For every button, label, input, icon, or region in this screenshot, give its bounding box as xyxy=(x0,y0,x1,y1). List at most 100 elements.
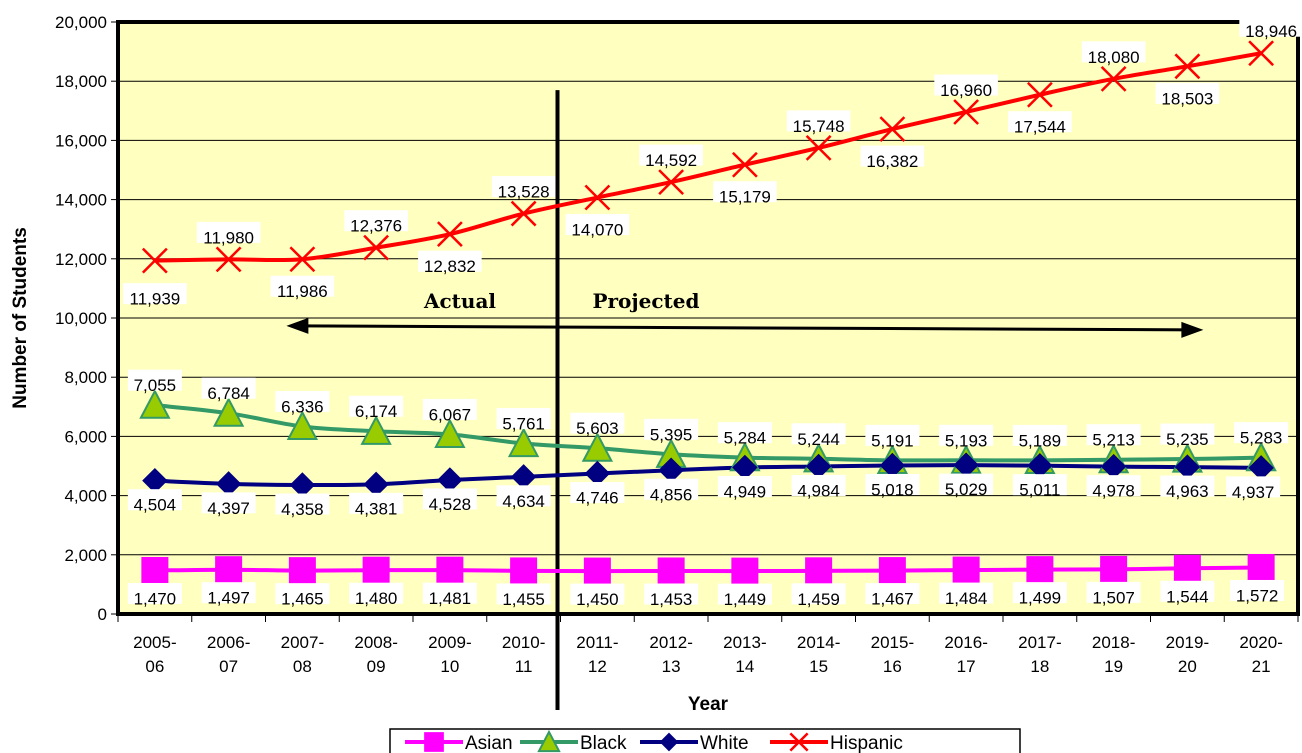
white-label-bg xyxy=(1160,475,1215,497)
asian-label-bg xyxy=(865,583,920,605)
asian-data-label: 1,449 xyxy=(724,590,767,609)
white-data-label: 5,018 xyxy=(871,480,914,499)
hispanic-data-label: 15,748 xyxy=(793,117,845,136)
arrow-head-right xyxy=(1181,321,1204,338)
white-data-label: 4,963 xyxy=(1166,482,1209,501)
hispanic-point xyxy=(731,151,758,178)
black-label-bg xyxy=(349,395,404,417)
black-data-label: 5,193 xyxy=(945,431,988,450)
asian-point xyxy=(141,556,169,584)
black-point xyxy=(286,410,319,441)
hispanic-point xyxy=(215,246,242,273)
white-label-bg xyxy=(644,478,699,500)
asian-point xyxy=(657,557,685,585)
hispanic-label-bg xyxy=(713,181,777,203)
hispanic-point xyxy=(141,247,168,274)
x-tick-label: 12 xyxy=(588,657,607,676)
hispanic-series-line xyxy=(154,51,1262,263)
black-point xyxy=(434,418,466,449)
hispanic-label-bg xyxy=(344,210,408,232)
legend-white-marker xyxy=(659,732,679,752)
y-tick-label: 6,000 xyxy=(64,427,107,446)
hispanic-label-bg xyxy=(1081,41,1146,63)
y-tick-label: 8,000 xyxy=(64,368,107,387)
x-tick-label: 21 xyxy=(1252,657,1271,676)
white-label-bg xyxy=(496,485,551,507)
white-data-label: 4,746 xyxy=(576,489,619,508)
hispanic-label-bg xyxy=(1239,15,1302,37)
x-tick-label: 09 xyxy=(367,657,386,676)
white-label-bg xyxy=(201,492,256,514)
black-data-label: 5,395 xyxy=(650,425,693,444)
black-label-bg xyxy=(422,398,477,420)
x-axis-title: Year xyxy=(688,694,729,715)
x-tick-label: 2014- xyxy=(797,633,840,652)
black-data-label: 6,336 xyxy=(281,397,324,416)
white-label-bg xyxy=(717,476,772,498)
black-data-label: 7,055 xyxy=(134,376,177,395)
hispanic-point xyxy=(584,184,611,211)
white-label-bg xyxy=(1086,475,1141,497)
hispanic-label-bg xyxy=(639,144,703,166)
asian-data-label: 1,467 xyxy=(871,590,914,609)
asian-data-label: 1,453 xyxy=(650,590,693,609)
black-data-label: 6,067 xyxy=(429,405,472,424)
hispanic-data-label: 17,544 xyxy=(1014,118,1066,137)
hispanic-label-bg xyxy=(1008,111,1072,133)
white-label-bg xyxy=(1012,474,1067,496)
x-tick-label: 2013- xyxy=(723,633,766,652)
asian-label-bg xyxy=(1012,582,1067,604)
x-tick-label: 2012- xyxy=(649,633,692,652)
asian-data-label: 1,450 xyxy=(576,590,619,609)
black-data-label: 5,284 xyxy=(724,429,767,448)
y-tick-label: 18,000 xyxy=(55,72,107,91)
x-tick-label: 2005- xyxy=(133,633,176,652)
y-tick-label: 4,000 xyxy=(64,487,107,506)
white-label-bg xyxy=(422,488,477,510)
black-label-bg xyxy=(644,418,699,440)
asian-series-line xyxy=(154,565,1262,574)
black-label-bg xyxy=(791,423,846,445)
black-point xyxy=(507,427,540,458)
white-label-bg xyxy=(127,489,182,511)
actual-label: Actual xyxy=(423,289,496,313)
y-tick-label: 12,000 xyxy=(55,250,107,269)
projected-label: Projected xyxy=(592,289,699,313)
black-data-label: 5,244 xyxy=(797,430,840,449)
x-tick-label: 08 xyxy=(293,657,312,676)
timeline-arrow xyxy=(298,324,1192,332)
asian-point xyxy=(1247,553,1275,581)
hispanic-point xyxy=(363,234,390,261)
black-point xyxy=(581,432,614,462)
y-tick-label: 20,000 xyxy=(55,13,107,32)
hispanic-data-label: 11,986 xyxy=(277,282,328,301)
x-tick-label: 14 xyxy=(735,657,754,676)
white-label-bg xyxy=(939,473,994,495)
asian-point xyxy=(1100,555,1128,583)
hispanic-label-bg xyxy=(860,145,925,167)
asian-data-label: 1,470 xyxy=(134,589,177,608)
hispanic-point xyxy=(879,116,906,142)
asian-point xyxy=(436,556,464,584)
x-tick-label: 06 xyxy=(145,657,164,676)
white-data-label: 4,634 xyxy=(502,492,545,511)
hispanic-label-bg xyxy=(1155,82,1220,104)
asian-point xyxy=(952,556,980,584)
asian-point xyxy=(215,556,243,584)
x-tick-label: 19 xyxy=(1104,657,1123,676)
white-data-label: 4,937 xyxy=(1232,483,1275,502)
x-tick-label: 2009- xyxy=(428,633,471,652)
x-tick-label: 2011- xyxy=(576,633,618,652)
black-label-bg xyxy=(570,412,625,434)
black-data-label: 5,213 xyxy=(1092,431,1135,450)
asian-point xyxy=(510,557,538,585)
hispanic-point xyxy=(1174,53,1201,80)
hispanic-label-bg xyxy=(934,74,998,96)
black-data-label: 5,283 xyxy=(1240,429,1283,448)
asian-data-label: 1,497 xyxy=(207,589,250,608)
asian-label-bg xyxy=(644,583,699,605)
white-label-bg xyxy=(791,474,846,496)
white-label-bg xyxy=(275,493,330,515)
white-data-label: 5,011 xyxy=(1019,481,1060,500)
hispanic-point xyxy=(805,134,832,161)
